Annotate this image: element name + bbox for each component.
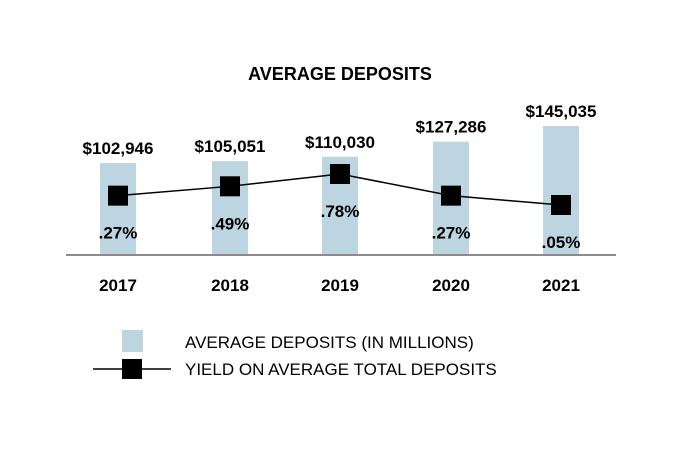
yield-marker-2018 [220, 176, 240, 197]
bar-2017 [100, 163, 136, 255]
x-tick-label-2018: 2018 [211, 276, 249, 295]
bar-value-label-2020: $127,286 [416, 118, 487, 137]
yield-marker-2021 [551, 195, 571, 215]
yield-marker-2020 [441, 185, 461, 206]
legend-line-label: YIELD ON AVERAGE TOTAL DEPOSITS [185, 360, 497, 379]
yield-value-label-2021: .05% [542, 233, 581, 252]
labels-group: $102,946 $105,051 $110,030 $127,286 $145,035… [83, 102, 597, 295]
yield-marker-2017 [108, 185, 128, 206]
x-tick-label-2017: 2017 [99, 276, 137, 295]
legend-line-marker [122, 359, 142, 379]
chart-title: AVERAGE DEPOSITS [248, 64, 432, 84]
x-tick-label-2021: 2021 [542, 276, 580, 295]
yield-value-label-2019: .78% [321, 202, 360, 221]
bar-value-label-2017: $102,946 [83, 139, 154, 158]
bar-2018 [212, 161, 248, 255]
bar-value-label-2018: $105,051 [195, 137, 266, 156]
yield-marker-2019 [330, 164, 350, 184]
legend: AVERAGE DEPOSITS (IN MILLIONS) YIELD ON … [93, 330, 497, 379]
legend-bar-swatch [122, 330, 143, 352]
yield-value-label-2018: .49% [211, 214, 250, 233]
yield-value-label-2017: .27% [99, 224, 138, 243]
bar-value-label-2019: $110,030 [305, 133, 375, 152]
bar-value-label-2021: $145,035 [526, 102, 597, 121]
legend-bar-label: AVERAGE DEPOSITS (IN MILLIONS) [185, 333, 474, 352]
bar-2021 [543, 126, 579, 255]
x-tick-label-2020: 2020 [432, 276, 470, 295]
x-tick-label-2019: 2019 [321, 276, 359, 295]
yield-line-group [108, 164, 571, 215]
yield-value-label-2020: .27% [432, 224, 471, 243]
bars-group [100, 126, 579, 255]
